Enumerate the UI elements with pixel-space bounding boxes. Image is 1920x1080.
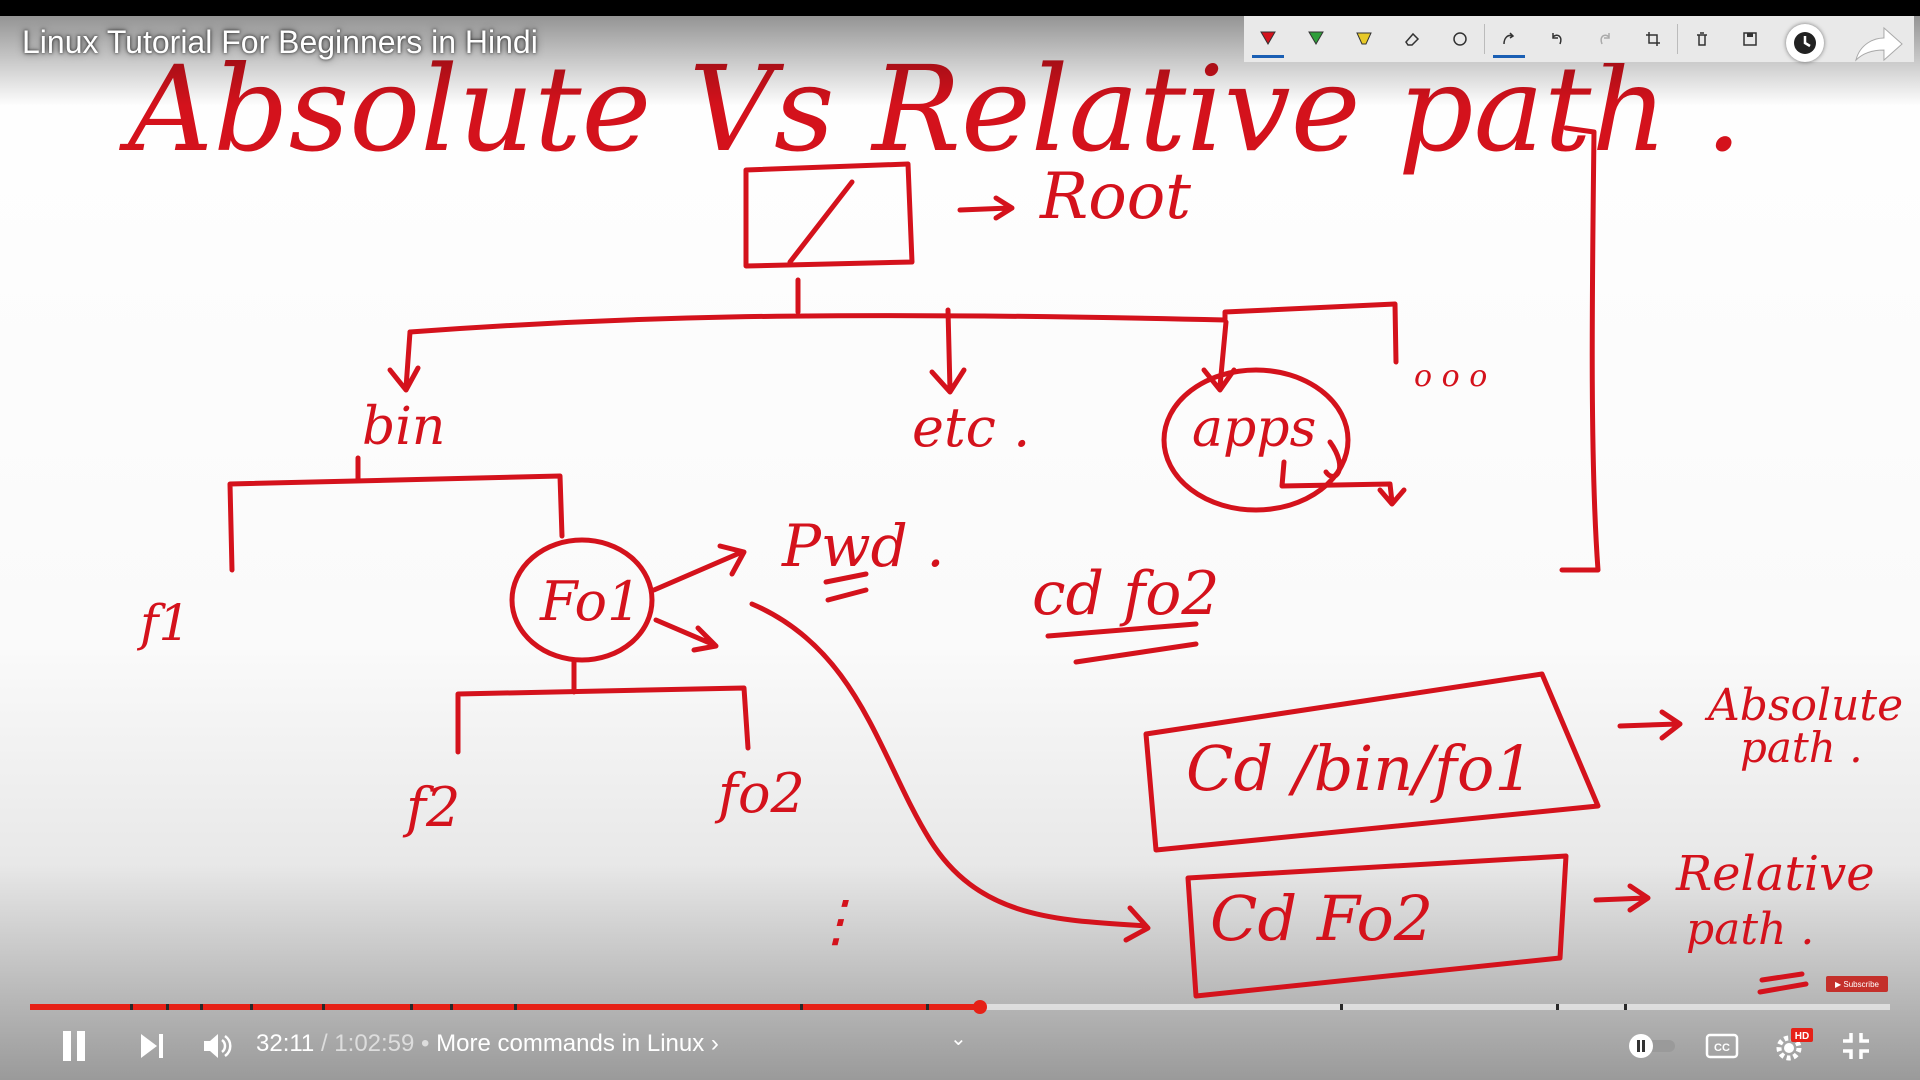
- touch-write-icon[interactable]: [1485, 16, 1533, 62]
- side-arrow: [653, 617, 719, 653]
- chapter-marker: [926, 1004, 929, 1010]
- root-label: Root: [1039, 160, 1191, 234]
- autoplay-toggle[interactable]: [1624, 1020, 1680, 1072]
- root-slash: [787, 179, 855, 265]
- pwd-label: Pwd .: [781, 512, 945, 580]
- lasso-icon[interactable]: [1436, 16, 1484, 62]
- redo-icon[interactable]: [1581, 16, 1629, 62]
- chapter-marker: [1624, 1004, 1627, 1010]
- chapter-title[interactable]: More commands in Linux ›: [436, 1030, 719, 1057]
- share-icon[interactable]: [1848, 20, 1908, 70]
- fo1-branch: [455, 685, 751, 755]
- relative-box: [1185, 853, 1569, 999]
- progress-played: [30, 1004, 980, 1010]
- chapter-prefix: •: [414, 1030, 437, 1057]
- player-controls: 32:11 / 1:02:59 • More commands in Linux…: [0, 1020, 1920, 1080]
- root-arrow: [957, 195, 1015, 221]
- pause-icon[interactable]: [52, 1020, 96, 1072]
- more-label: o o o: [1414, 359, 1487, 394]
- save-icon[interactable]: [1726, 16, 1774, 62]
- volume-icon[interactable]: [196, 1020, 240, 1072]
- chapter-marker: [1556, 1004, 1559, 1010]
- fo1-label: Fo1: [539, 570, 641, 633]
- chapter-marker: [130, 1004, 133, 1010]
- relative-label-1: Relative: [1675, 846, 1875, 902]
- chapter-marker: [450, 1004, 453, 1010]
- f1-label: f1: [136, 594, 190, 652]
- pwd-arrow: [651, 543, 747, 593]
- root-branch: [407, 301, 1399, 365]
- settings-gear-icon[interactable]: HD: [1768, 1020, 1818, 1072]
- toolbar-divider: [1677, 24, 1678, 54]
- toolbar-divider: [1484, 24, 1485, 54]
- exit-fullscreen-icon[interactable]: [1834, 1020, 1878, 1072]
- dots-label: ⋮: [808, 889, 864, 954]
- pen-red-icon[interactable]: [1244, 16, 1292, 62]
- etc-arrow: [929, 307, 967, 395]
- apps-sub-arrow: [1279, 459, 1407, 507]
- captions-label: CC: [1714, 1042, 1730, 1054]
- watch-later-icon[interactable]: [1786, 24, 1824, 62]
- absolute-label-2: path .: [1740, 723, 1863, 772]
- relative-cmd: Cd Fo2: [1210, 882, 1433, 955]
- chapter-marker: [166, 1004, 169, 1010]
- chapter-marker: [514, 1004, 517, 1010]
- chapter-marker: [410, 1004, 413, 1010]
- relative-curve: [749, 601, 1151, 943]
- bin-arrow: [387, 329, 421, 393]
- highlighter-icon[interactable]: [1340, 16, 1388, 62]
- subscribe-badge[interactable]: ▶ Subscribe: [1826, 976, 1888, 992]
- cdfo2-underline: [1045, 621, 1199, 665]
- bin-branch: [227, 473, 565, 573]
- next-icon[interactable]: [130, 1020, 174, 1072]
- relative-arrow: [1593, 883, 1651, 913]
- chapter-marker: [322, 1004, 325, 1010]
- relative-label-2: path .: [1686, 904, 1814, 955]
- progress-bar[interactable]: [30, 1000, 1890, 1014]
- bin-label: bin: [362, 397, 445, 457]
- cd-fo2-label: cd fo2: [1032, 559, 1220, 629]
- f2-label: f2: [402, 776, 460, 839]
- hd-badge: HD: [1795, 1031, 1809, 1042]
- time-display: 32:11 / 1:02:59 • More commands in Linux…: [256, 1030, 719, 1058]
- root-box: [743, 161, 915, 269]
- pen-green-icon[interactable]: [1292, 16, 1340, 62]
- absolute-cmd: Cd /bin/fo1: [1186, 732, 1534, 805]
- fo2-label: fo2: [714, 762, 805, 825]
- top-letterbox: [0, 0, 1920, 16]
- duration: 1:02:59: [334, 1030, 415, 1057]
- eraser-icon[interactable]: [1388, 16, 1436, 62]
- chapter-marker: [250, 1004, 253, 1010]
- bracket: [1559, 125, 1601, 573]
- chevron-down-icon[interactable]: ⌄: [950, 1028, 967, 1050]
- chapter-marker: [1340, 1004, 1343, 1010]
- video-title[interactable]: Linux Tutorial For Beginners in Hindi: [22, 24, 538, 60]
- trash-icon[interactable]: [1678, 16, 1726, 62]
- relative-underline: [1757, 971, 1809, 995]
- apps-swirl: [1323, 439, 1343, 479]
- chapter-marker: [800, 1004, 803, 1010]
- absolute-box: [1143, 671, 1601, 853]
- etc-label: etc .: [912, 396, 1030, 459]
- crop-icon[interactable]: [1629, 16, 1677, 62]
- absolute-label-1: Absolute: [1704, 680, 1903, 731]
- apps-label: apps: [1192, 399, 1316, 459]
- time-separator: /: [314, 1030, 335, 1057]
- chapter-marker: [200, 1004, 203, 1010]
- progress-scrubber[interactable]: [973, 1000, 987, 1014]
- absolute-arrow: [1617, 709, 1683, 741]
- captions-button[interactable]: CC: [1700, 1020, 1744, 1072]
- apps-circle: [1161, 367, 1351, 513]
- current-time: 32:11: [256, 1030, 315, 1057]
- pwd-underline: [823, 571, 869, 603]
- undo-icon[interactable]: [1533, 16, 1581, 62]
- fo1-circle: [509, 537, 655, 663]
- heading-text: Absolute Vs Relative path .: [119, 40, 1742, 178]
